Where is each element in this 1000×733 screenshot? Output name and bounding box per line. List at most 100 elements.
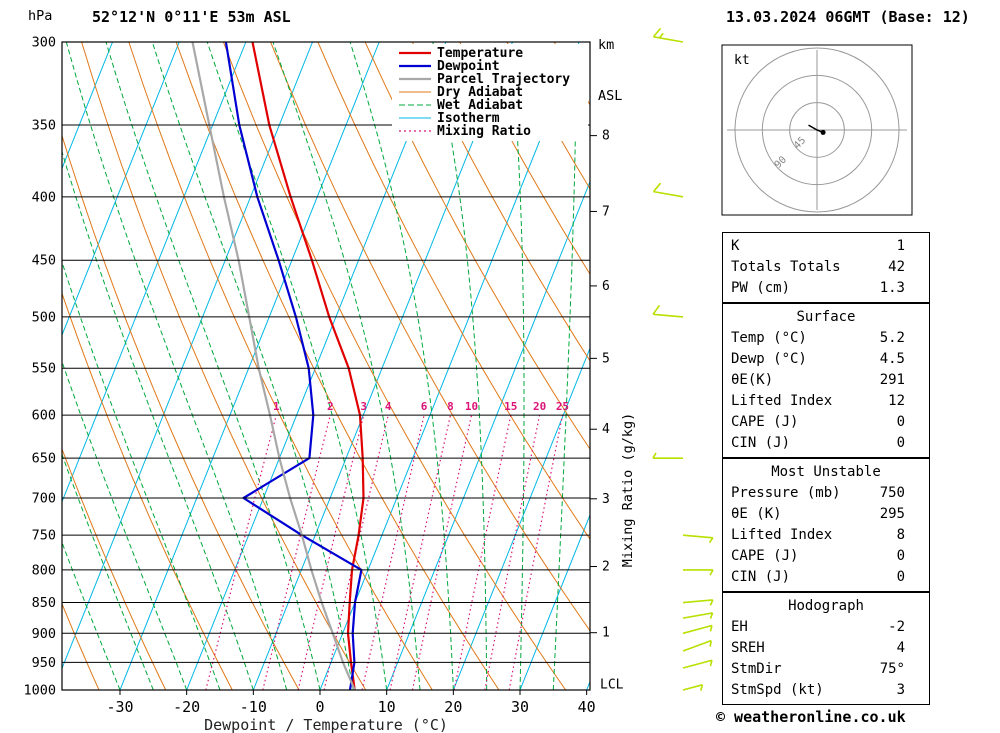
legend-label: Isotherm	[437, 111, 500, 126]
row-value: 12	[888, 393, 905, 409]
row-label: Temp (°C)	[731, 330, 807, 346]
isotherm-line	[119, 42, 380, 690]
legend-label: Mixing Ratio	[437, 124, 531, 139]
pressure-label: 550	[32, 361, 56, 377]
row-label: Dewp (°C)	[731, 351, 807, 367]
hodo-unit-label: kt	[734, 53, 750, 68]
pressure-label: 350	[32, 117, 56, 133]
row-label: PW (cm)	[731, 280, 791, 296]
mixing-ratio-line	[262, 414, 331, 690]
barb-half	[709, 660, 713, 667]
wind-barbs	[652, 27, 714, 691]
date-title: 13.03.2024 06GMT (Base: 12)	[726, 8, 970, 26]
row-value: 295	[879, 506, 905, 522]
hodo-ring-label: 45	[792, 135, 808, 151]
wind-barb	[682, 639, 712, 652]
row-label: SREH	[731, 640, 765, 656]
dry-adiabat-line	[81, 42, 367, 690]
pressure-label: 400	[32, 189, 56, 205]
wind-barb	[683, 569, 714, 576]
isotherm-line	[252, 42, 513, 690]
temp-axis: -30 -20 -10 0 10 20 30 40 Dewpoint / Temperature…	[106, 690, 596, 733]
barb-shaft	[682, 624, 713, 635]
barb-shaft	[653, 313, 684, 318]
pressure-label: 500	[32, 309, 56, 325]
legend-label: Parcel Trajectory	[437, 72, 570, 87]
pressure-label: 850	[32, 595, 56, 611]
isotherm-line	[319, 42, 580, 690]
legend-label: Dry Adiabat	[437, 85, 523, 100]
barb-half	[709, 599, 714, 606]
copyright: © weatheronline.co.uk	[716, 708, 906, 726]
isotherm-line	[452, 346, 590, 690]
temp-label: 10	[378, 698, 396, 716]
barb-half	[709, 625, 713, 632]
barb-half	[699, 684, 704, 691]
km-label: 2	[602, 560, 610, 575]
legend-label: Temperature	[437, 46, 523, 61]
lcl-label: LCL	[600, 678, 624, 693]
dry-adiabat-line	[459, 42, 590, 275]
row-value: 8	[896, 527, 905, 543]
table-row: Pressure (mb) 750	[723, 483, 929, 504]
isotherms	[62, 42, 590, 690]
hodo-ring	[761, 74, 873, 186]
table-row: θE(K) 291	[723, 370, 929, 391]
table-row: Lifted Index 8	[723, 525, 929, 546]
km-label: 3	[602, 492, 610, 507]
temp-label: 0	[315, 698, 324, 716]
barb-half	[709, 612, 714, 619]
isotherm-line	[62, 42, 247, 504]
wet-adiabat-line	[62, 541, 121, 690]
temp-label: -30	[106, 698, 133, 716]
temp-label: 30	[511, 698, 529, 716]
pressure-label: 750	[32, 528, 56, 544]
isotherm-line	[519, 513, 590, 690]
row-label: CIN (J)	[731, 569, 791, 585]
pressure-label: 900	[32, 626, 56, 642]
row-value: 1.3	[879, 280, 905, 296]
chart-frame	[61, 41, 591, 691]
wind-barb	[682, 612, 714, 619]
row-value: 42	[888, 259, 905, 275]
table-row: Totals Totals 42	[723, 257, 929, 278]
pressure-label: 800	[32, 562, 56, 578]
row-label: EH	[731, 619, 748, 635]
km-axis: 8 7 6 5 4 3 2 1 LCL	[590, 129, 624, 693]
mixing-ratio-axis-title: Mixing Ratio (g/kg)	[620, 413, 636, 567]
pressure-label: 450	[32, 253, 56, 269]
temp-label: -10	[240, 698, 267, 716]
surface-table: Surface Temp (°C) 5.2 Dewp (°C) 4.5 θE(K) 291 L…	[722, 303, 930, 458]
table-row: θE (K) 295	[723, 504, 929, 525]
table-title: Surface	[796, 309, 856, 325]
row-label: CAPE (J)	[731, 414, 799, 430]
wind-barb	[652, 27, 684, 43]
row-value: 750	[879, 485, 905, 501]
barb-shaft	[653, 190, 684, 198]
barb-shaft	[682, 534, 713, 539]
wind-barb	[652, 304, 684, 318]
dry-adiabat-line	[128, 42, 433, 690]
pressure-label: 700	[32, 491, 56, 507]
isotherm-line	[62, 42, 113, 170]
dry-adiabat-line	[62, 602, 100, 690]
wet-adiabat-line	[65, 42, 288, 690]
mixing-ratio-label: 1	[273, 400, 280, 413]
pressure-labels: 300 350 400 450 500 550 600 650 700 750 800 850 900 9…	[23, 35, 56, 699]
table-row: Lifted Index 12	[723, 391, 929, 412]
row-label: θE (K)	[731, 506, 782, 522]
row-label: θE(K)	[731, 372, 774, 388]
km-asl-axis-label: km ASL	[598, 3, 631, 139]
dry-adiabat-line	[411, 42, 590, 362]
barb-half	[652, 452, 657, 459]
wet-adiabat-line	[432, 42, 488, 690]
pressure-label: 950	[32, 655, 56, 671]
mixing-ratio-label: 25	[556, 400, 569, 413]
wind-barb	[682, 659, 713, 669]
mixing-ratio-label: 8	[447, 400, 454, 413]
row-label: Lifted Index	[731, 393, 833, 409]
mixing-ratio-line	[484, 414, 541, 690]
mixing-ratio-label: 4	[385, 400, 392, 413]
